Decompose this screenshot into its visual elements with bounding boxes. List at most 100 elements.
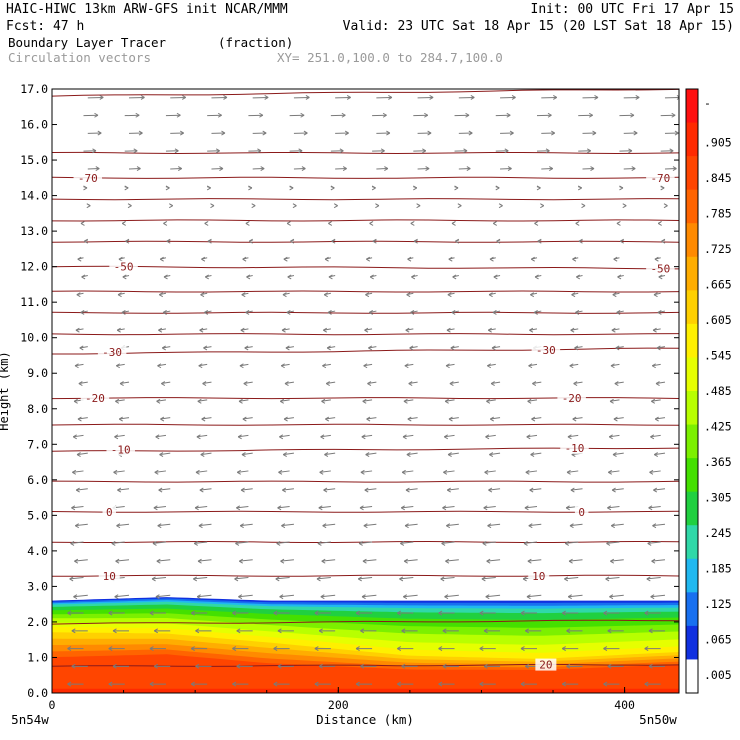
- circulation-vector: [161, 381, 171, 386]
- circulation-vector: [287, 274, 295, 280]
- circulation-vector: [572, 256, 579, 262]
- circulation-vector: [206, 185, 211, 191]
- temperature-contour-line: [52, 574, 679, 577]
- circulation-vector: [365, 452, 377, 458]
- temperature-contour-line: [52, 265, 679, 270]
- circulation-vector: [238, 398, 249, 404]
- circulation-vector: [404, 363, 414, 369]
- circulation-vector: [69, 576, 84, 582]
- temperature-contour-line: [52, 198, 679, 201]
- circulation-vector: [410, 310, 418, 315]
- circulation-vector: [149, 610, 166, 616]
- y-tick-label: 5.0: [27, 508, 48, 522]
- circulation-vector: [155, 434, 167, 440]
- contour-label-bg: [531, 344, 561, 357]
- temperature-contour-line: [52, 89, 679, 97]
- contour-labels: -70 -70 -50 -50 -30 -30 -20 -20 -10 -10 0 0 10 10 20: [73, 171, 675, 672]
- colorbar: - .905 .845 .785 .725 .665 .605 .545 .485 .425 .36…: [685, 88, 732, 694]
- circulation-vector: [276, 540, 290, 546]
- circulation-vector: [246, 274, 253, 280]
- circulation-vector: [357, 576, 373, 582]
- circulation-vector: [196, 594, 212, 600]
- circulation-vector: [561, 646, 579, 652]
- circulation-vector: [114, 594, 130, 600]
- circulation-vector: [605, 576, 620, 582]
- x-tick-label: 200: [328, 698, 349, 712]
- circulation-vector: [561, 610, 579, 616]
- circulation-vector: [71, 628, 88, 634]
- circulation-vector: [199, 327, 208, 333]
- circulation-vector: [200, 452, 212, 458]
- temperature-contour-line: [52, 347, 679, 355]
- circulation-vector: [369, 274, 377, 280]
- colorbar-segment: [686, 625, 698, 660]
- circulation-vector: [532, 381, 542, 386]
- circulation-vector: [651, 363, 661, 369]
- circulation-vector: [211, 130, 226, 136]
- circulation-vector: [527, 558, 542, 564]
- contour-label-bg: [98, 569, 120, 582]
- circulation-vector: [273, 681, 290, 687]
- colorbar-label: .725: [704, 242, 732, 256]
- circulation-vector: [108, 646, 125, 652]
- circulation-vector: [451, 221, 456, 226]
- circulation-vector: [86, 203, 91, 209]
- circulation-vector: [117, 487, 130, 493]
- contour-label: -10: [111, 444, 131, 457]
- circulation-vector: [314, 610, 331, 616]
- circulation-vector: [124, 185, 129, 191]
- circulation-vector: [83, 185, 88, 191]
- circulation-vector: [487, 327, 496, 333]
- colorbar-label: .785: [704, 206, 732, 220]
- circulation-vector: [413, 148, 427, 154]
- circulation-vector: [156, 558, 171, 564]
- circulation-vector: [622, 203, 627, 209]
- colorbar-label: .485: [704, 384, 732, 398]
- circulation-vector: [603, 681, 620, 687]
- circulation-vector: [623, 95, 640, 100]
- circulation-vector: [534, 221, 539, 226]
- circulation-vector: [318, 628, 336, 634]
- circulation-vector: [159, 256, 167, 262]
- circulation-vector: [327, 310, 336, 315]
- circulation-vector: [79, 345, 88, 351]
- circulation-vector: [204, 310, 212, 315]
- circulation-vector: [207, 112, 222, 118]
- circulation-vector: [278, 469, 290, 475]
- contour-label: -30: [536, 344, 556, 357]
- contour-label: -10: [565, 442, 585, 455]
- contour-label: -70: [650, 172, 670, 185]
- circulation-vector: [361, 594, 377, 600]
- circulation-vector: [371, 185, 376, 191]
- circulation-vector: [571, 292, 579, 298]
- circulation-vector: [405, 487, 418, 493]
- circulation-vector: [450, 345, 459, 351]
- circulation-vector: [362, 558, 377, 564]
- circulation-vector: [75, 327, 84, 333]
- circulation-vector: [500, 95, 516, 100]
- circulation-vector: [207, 148, 220, 154]
- circulation-vector: [279, 594, 294, 600]
- contour-label-bg: [97, 345, 127, 358]
- contour-label-bg: [646, 171, 675, 184]
- circulation-vector: [443, 469, 455, 475]
- circulation-vector: [115, 398, 125, 404]
- y-tick-label: 10.0: [20, 331, 48, 345]
- circulation-vector: [244, 345, 253, 351]
- circulation-vector: [403, 594, 418, 600]
- y-tick-label: 15.0: [20, 153, 48, 167]
- y-tick-label: 9.0: [27, 366, 48, 380]
- circulation-vector: [78, 381, 88, 386]
- circulation-vector: [314, 681, 331, 687]
- circulation-vector: [284, 381, 295, 386]
- circulation-vector: [488, 487, 501, 493]
- circulation-vector: [87, 166, 100, 171]
- colorbar-segment: [686, 256, 698, 291]
- circulation-vector: [161, 345, 171, 351]
- contour-label: 10: [532, 570, 545, 583]
- circulation-vector: [567, 434, 579, 440]
- circulation-vector: [236, 663, 253, 669]
- circulation-vector: [248, 148, 262, 154]
- circulation-vector: [650, 434, 661, 440]
